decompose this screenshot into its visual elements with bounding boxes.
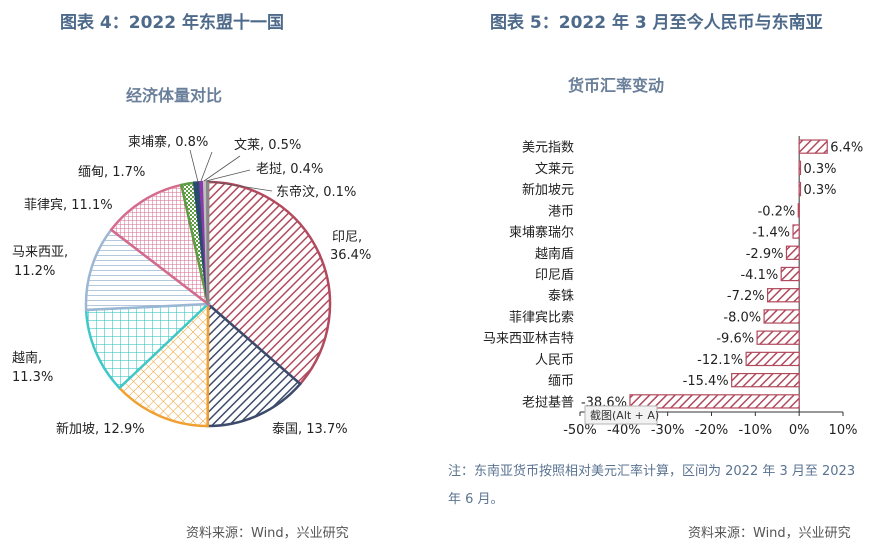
- bar-category-label-8: 菲律宾比索: [509, 309, 574, 325]
- pie-label-value-3: 11.3%: [12, 370, 53, 385]
- left-source: 资料来源：Wind，兴业研究: [186, 526, 349, 541]
- bar-value-label-8: -8.0%: [723, 310, 761, 325]
- pie-label-8: 文莱, 0.5%: [234, 138, 301, 153]
- bar-chart: 美元指数 6.4% 文莱元 0.3% 新加坡元 0.3% 港币 -0.2% 柬埔寨瑞尔 -1.4%…: [483, 136, 863, 438]
- bar-value-label-10: -12.1%: [697, 353, 743, 368]
- pie-label-2: 新加坡, 12.9%: [56, 421, 145, 437]
- bar-12: [629, 394, 800, 409]
- bar-value-label-2: 0.3%: [803, 183, 836, 198]
- bar-7: [767, 288, 800, 303]
- pie-slice-1: [206, 301, 302, 428]
- bar-x-tick-label-1: -40%: [607, 423, 641, 438]
- pie-label-name-3: 越南,: [12, 350, 42, 366]
- pie-slice-3: [84, 302, 212, 390]
- bar-category-label-5: 越南盾: [535, 246, 574, 262]
- bar-11: [731, 372, 800, 388]
- bar-category-label-12: 老挝基普: [522, 395, 574, 410]
- pie-label-name-4: 马来西亚,: [12, 245, 68, 260]
- bar-category-label-10: 人民币: [535, 353, 574, 368]
- bar-x-tick-label-3: -20%: [695, 423, 729, 438]
- pie-label-7: 柬埔寨, 0.8%: [128, 134, 208, 150]
- bar-value-label-4: -1.4%: [752, 226, 790, 241]
- bar-category-label-9: 马来西亚林吉特: [483, 332, 574, 347]
- right-source: 资料来源：Wind，兴业研究: [688, 526, 851, 541]
- pie-leader-line-2: [203, 155, 241, 182]
- bar-category-label-11: 缅币: [548, 374, 574, 389]
- bar-8: [763, 309, 800, 324]
- bar-value-label-6: -4.1%: [740, 268, 778, 283]
- bar-category-label-1: 文莱元: [535, 162, 574, 177]
- pie-label-10: 东帝汶, 0.1%: [276, 184, 356, 200]
- bar-x-tick-label-2: -30%: [651, 423, 685, 438]
- pie-label-name-0: 印尼,: [332, 230, 362, 245]
- bar-category-label-0: 美元指数: [522, 141, 574, 156]
- bar-0: [798, 139, 828, 154]
- bar-3: [797, 203, 800, 218]
- bar-category-label-4: 柬埔寨瑞尔: [509, 225, 574, 241]
- pie-label-6: 缅甸, 1.7%: [78, 165, 145, 180]
- bar-category-label-7: 泰铢: [548, 288, 574, 304]
- pie-slice-4: [84, 227, 212, 312]
- screenshot-tooltip: [584, 405, 658, 425]
- left-figure-title: 图表 4：2022 年东盟十一国: [60, 13, 284, 33]
- pie-slice-10: [205, 180, 210, 305]
- bar-1: [798, 160, 802, 176]
- pie-leader-line-3: [205, 169, 251, 182]
- bar-9: [756, 330, 800, 345]
- bar-value-label-0: 6.4%: [830, 141, 863, 156]
- bar-2: [798, 181, 802, 197]
- bar-value-label-5: -2.9%: [746, 247, 784, 262]
- pie-leader-line-4: [206, 180, 273, 192]
- bar-6: [780, 266, 800, 282]
- bar-x-tick-label-5: 0%: [789, 423, 810, 438]
- bar-x-tick-label-6: 10%: [829, 423, 858, 438]
- pie-label-value-4: 11.2%: [14, 264, 55, 279]
- bar-value-label-9: -9.6%: [716, 332, 754, 347]
- pie-label-1: 泰国, 13.7%: [272, 422, 348, 437]
- pie-slice-5: [109, 183, 210, 308]
- pie-slice-0: [206, 180, 332, 386]
- pie-label-value-0: 36.4%: [330, 248, 371, 263]
- pie-chart: 印尼, 36.4% 泰国, 13.7% 新加坡, 12.9% 越南, 11.3% 马来西亚,…: [12, 134, 371, 437]
- bar-value-label-11: -15.4%: [683, 374, 729, 389]
- pie-leader-line-1: [200, 151, 213, 182]
- pie-label-5: 菲律宾, 11.1%: [24, 197, 113, 213]
- pie-chart-title: 经济体量对比: [126, 86, 223, 105]
- bar-category-label-2: 新加坡元: [522, 182, 574, 198]
- pie-label-9: 老挝, 0.4%: [256, 162, 323, 177]
- bar-x-tick-label-0: -50%: [563, 423, 597, 438]
- bar-5: [785, 245, 800, 260]
- right-figure-title: 图表 5：2022 年 3 月至今人民币与东南亚: [490, 13, 823, 33]
- bar-value-label-3: -0.2%: [758, 204, 796, 219]
- bar-x-tick-label-4: -10%: [739, 423, 773, 438]
- bar-value-label-1: 0.3%: [803, 162, 836, 177]
- bar-4: [792, 224, 800, 239]
- pie-slice-2: [117, 301, 210, 428]
- bar-10: [745, 351, 800, 367]
- bar-category-label-3: 港币: [548, 204, 574, 219]
- bar-chart-title: 货币汇率变动: [568, 76, 665, 95]
- pie-leader-line-0: [189, 149, 199, 183]
- bar-category-label-6: 印尼盾: [535, 268, 574, 283]
- bar-value-label-7: -7.2%: [727, 289, 765, 304]
- chart-note: 注：东南亚货币按照相对美元汇率计算，区间为 2022 年 3 月至 2023 年…: [448, 464, 856, 507]
- screenshot-tooltip-text: 截图(Alt + A): [590, 408, 659, 422]
